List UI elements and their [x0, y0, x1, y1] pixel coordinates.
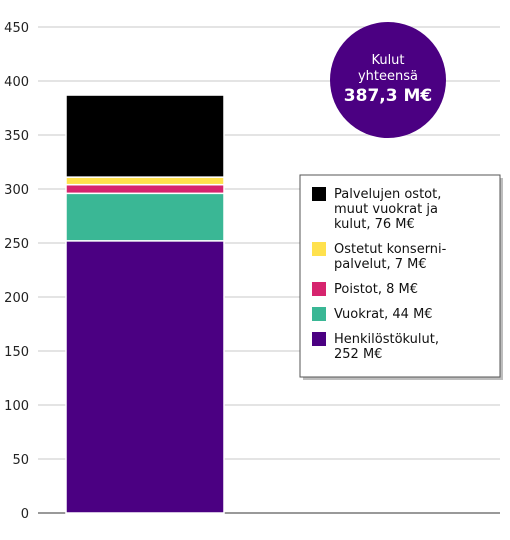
- bar-segment-2: [65, 192, 225, 242]
- y-tick-label: 200: [4, 291, 29, 306]
- total-badge-label-line2: yhteensä: [358, 69, 418, 84]
- legend-label: Poistot, 8 M€: [334, 282, 418, 297]
- bar-segment-1: [65, 240, 225, 514]
- y-tick-label: 100: [4, 399, 29, 414]
- y-tick-label: 400: [4, 75, 29, 90]
- total-badge-label-line1: Kulut: [371, 53, 404, 68]
- y-tick-label: 250: [4, 237, 29, 252]
- total-badge-value: 387,3 M€: [344, 86, 432, 106]
- bar-segment-4: [65, 176, 225, 186]
- legend-label: Palvelujen ostot, muut vuokrat ja kulut, 7…: [334, 187, 441, 232]
- legend-swatch: [312, 242, 326, 256]
- y-tick-label: 450: [4, 21, 29, 36]
- y-tick-label: 350: [4, 129, 29, 144]
- total-badge: Kulut yhteensä 387,3 M€: [330, 22, 446, 138]
- bar-segment-5: [65, 94, 225, 178]
- legend-swatch: [312, 282, 326, 296]
- legend-swatch: [312, 332, 326, 346]
- y-tick-label: 50: [12, 453, 29, 468]
- y-tick-label: 0: [21, 507, 29, 522]
- bar-segment-3: [65, 183, 225, 195]
- legend-box: [299, 174, 501, 378]
- y-tick-label: 150: [4, 345, 29, 360]
- total-badge-circle: [330, 22, 446, 138]
- bar-stack: [65, 94, 225, 514]
- y-axis: 0 50 100 150 200 250 300 350 400 450: [4, 21, 29, 522]
- legend-label: Henkilöstökulut, 252 M€: [334, 332, 439, 362]
- legend-swatch: [312, 187, 326, 201]
- y-tick-label: 300: [4, 183, 29, 198]
- legend: Palvelujen ostot, muut vuokrat ja kulut, 7…: [299, 174, 503, 380]
- legend-swatch: [312, 307, 326, 321]
- legend-label: Ostetut konserni-palvelut, 7 M€: [334, 242, 447, 272]
- legend-label: Vuokrat, 44 M€: [334, 307, 433, 322]
